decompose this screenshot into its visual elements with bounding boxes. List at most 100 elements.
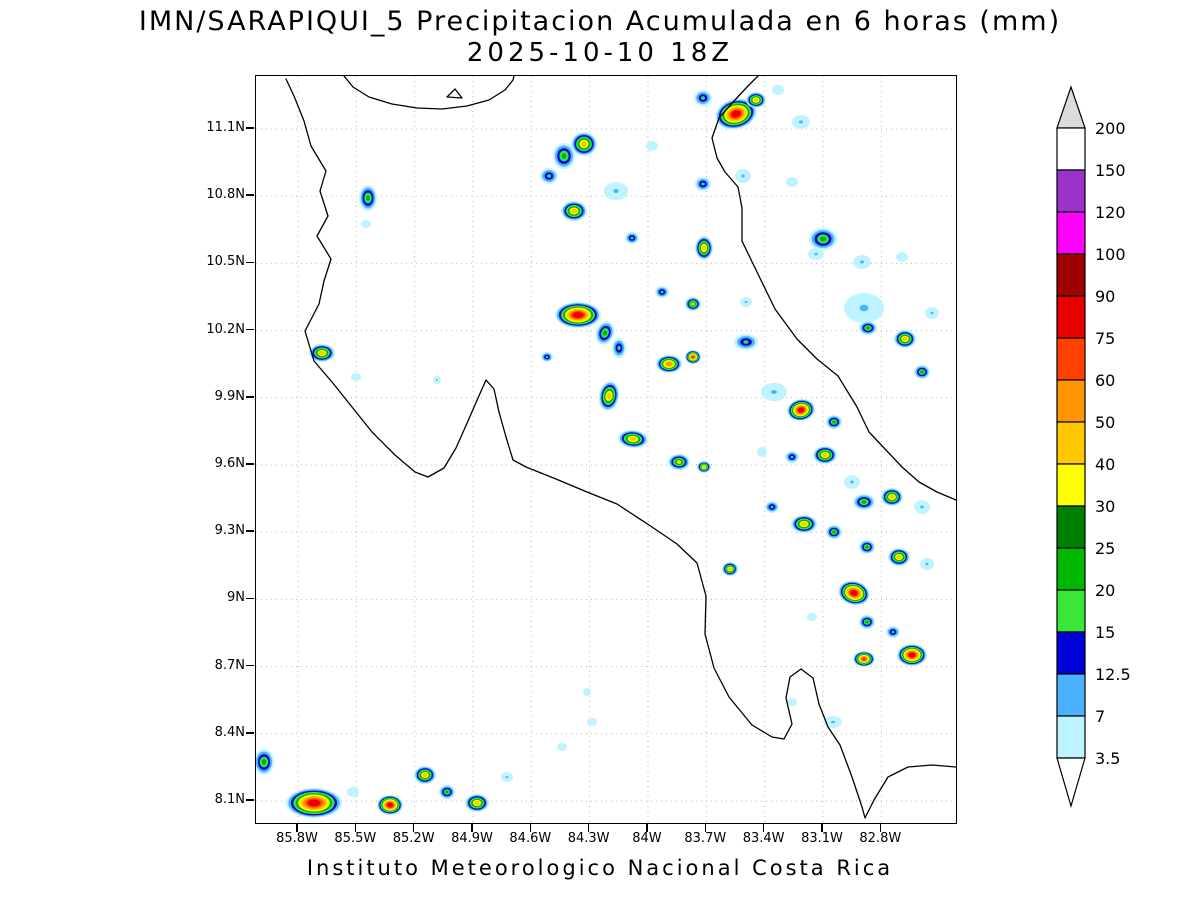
precip-cell bbox=[685, 350, 701, 364]
x-tick-mark bbox=[529, 823, 532, 832]
precip-cell bbox=[859, 615, 875, 629]
precip-cell bbox=[761, 383, 787, 401]
precip-cell bbox=[618, 429, 648, 449]
precip-cell bbox=[853, 494, 875, 510]
precip-cell bbox=[888, 548, 910, 566]
precip-cell bbox=[685, 297, 701, 311]
precip-cell bbox=[735, 169, 751, 183]
precip-cell bbox=[920, 558, 934, 570]
precip-cell bbox=[433, 376, 441, 384]
precip-cell bbox=[414, 766, 436, 784]
x-tick-label: 84.3W bbox=[567, 831, 610, 846]
colorbar-label: 20 bbox=[1095, 581, 1115, 600]
colorbar-label: 150 bbox=[1095, 161, 1126, 180]
x-tick-label: 84W bbox=[632, 831, 662, 846]
colorbar-label: 3.5 bbox=[1095, 749, 1120, 768]
precip-cell bbox=[809, 228, 837, 250]
colorbar-cell bbox=[1056, 127, 1086, 171]
precip-cell bbox=[740, 297, 752, 307]
colorbar-cell bbox=[1056, 505, 1086, 549]
precip-cell bbox=[595, 321, 615, 345]
precip-cell bbox=[787, 398, 815, 422]
precip-cell bbox=[765, 501, 779, 513]
precip-cell bbox=[787, 698, 797, 706]
x-tick-label: 83.1W bbox=[801, 831, 843, 846]
y-tick-mark bbox=[246, 530, 254, 532]
y-tick-mark bbox=[246, 799, 254, 801]
precip-cell bbox=[785, 451, 799, 463]
precip-cell bbox=[625, 232, 639, 244]
precip-cell bbox=[722, 562, 738, 576]
colorbar-label: 25 bbox=[1095, 539, 1115, 558]
x-tick-mark bbox=[704, 823, 707, 832]
precip-cell bbox=[694, 90, 712, 106]
precip-cell bbox=[894, 330, 916, 348]
precip-cell bbox=[824, 716, 842, 728]
precip-cell bbox=[896, 252, 908, 262]
precip-cell bbox=[786, 177, 798, 187]
precip-cell bbox=[897, 644, 927, 666]
x-tick-mark bbox=[821, 823, 823, 832]
precip-cell bbox=[540, 168, 558, 184]
precip-cell bbox=[772, 85, 784, 95]
precip-cell bbox=[501, 772, 513, 782]
precip-cell bbox=[826, 525, 842, 539]
precip-cell bbox=[859, 540, 875, 554]
x-tick-mark bbox=[587, 823, 590, 832]
y-tick-label: 8.1N bbox=[214, 792, 245, 807]
x-tick-label: 84.9W bbox=[451, 831, 493, 846]
precipitation-cells bbox=[256, 85, 939, 818]
colorbar-label: 50 bbox=[1095, 413, 1115, 432]
precip-cell bbox=[583, 688, 591, 696]
colorbar-label: 40 bbox=[1095, 455, 1115, 474]
x-tick-label: 82.8W bbox=[859, 831, 902, 846]
x-tick-label: 83.4W bbox=[742, 831, 785, 846]
x-tick-mark bbox=[762, 823, 765, 832]
colorbar-cell bbox=[1056, 463, 1086, 507]
precip-cell bbox=[886, 626, 900, 638]
precip-cell bbox=[655, 286, 669, 298]
colorbar-cell bbox=[1056, 673, 1086, 717]
precip-cell bbox=[553, 143, 575, 169]
precip-cell bbox=[715, 98, 757, 130]
colorbar-cell bbox=[1056, 421, 1086, 465]
colorbar-cell bbox=[1056, 169, 1086, 213]
precip-cell bbox=[347, 787, 359, 797]
precip-cell bbox=[807, 613, 817, 621]
precip-cell bbox=[361, 220, 371, 228]
colorbar-label: 75 bbox=[1095, 329, 1115, 348]
footer-caption: Instituto Meteorologico Nacional Costa R… bbox=[306, 856, 894, 880]
colorbar-cell bbox=[1056, 631, 1086, 675]
precip-cell bbox=[561, 201, 587, 221]
colorbar-arrow-down bbox=[1056, 757, 1086, 809]
precip-cell bbox=[656, 355, 682, 373]
precip-cell bbox=[557, 743, 567, 751]
colorbar-label: 7 bbox=[1095, 707, 1105, 726]
precip-cell bbox=[914, 500, 930, 514]
precip-cell bbox=[844, 475, 860, 489]
colorbar-cell bbox=[1056, 253, 1086, 297]
colorbar-label: 12.5 bbox=[1095, 665, 1131, 684]
precip-cell bbox=[695, 236, 713, 260]
x-tick-label: 84.6W bbox=[509, 831, 552, 846]
y-tick-mark bbox=[246, 664, 254, 667]
x-tick-label: 85.5W bbox=[334, 831, 377, 846]
colorbar-label: 90 bbox=[1095, 287, 1115, 306]
y-tick-label: 8.7N bbox=[214, 657, 245, 673]
precip-cell bbox=[838, 580, 870, 606]
y-tick-label: 10.5N bbox=[206, 254, 245, 270]
x-tick-mark bbox=[646, 823, 648, 832]
y-tick-mark bbox=[246, 328, 254, 331]
y-tick-mark bbox=[246, 463, 254, 465]
colorbar-cell bbox=[1056, 295, 1086, 339]
precip-cell bbox=[668, 454, 690, 470]
chart-subtitle: 2025-10-10 18Z bbox=[466, 38, 734, 68]
precip-cell bbox=[792, 115, 810, 129]
x-tick-mark bbox=[879, 823, 882, 832]
colorbar-label: 120 bbox=[1095, 203, 1126, 222]
coastlines bbox=[285, 76, 956, 819]
precip-cell bbox=[555, 302, 601, 328]
precip-cell bbox=[351, 373, 361, 381]
precip-cell bbox=[377, 795, 403, 815]
